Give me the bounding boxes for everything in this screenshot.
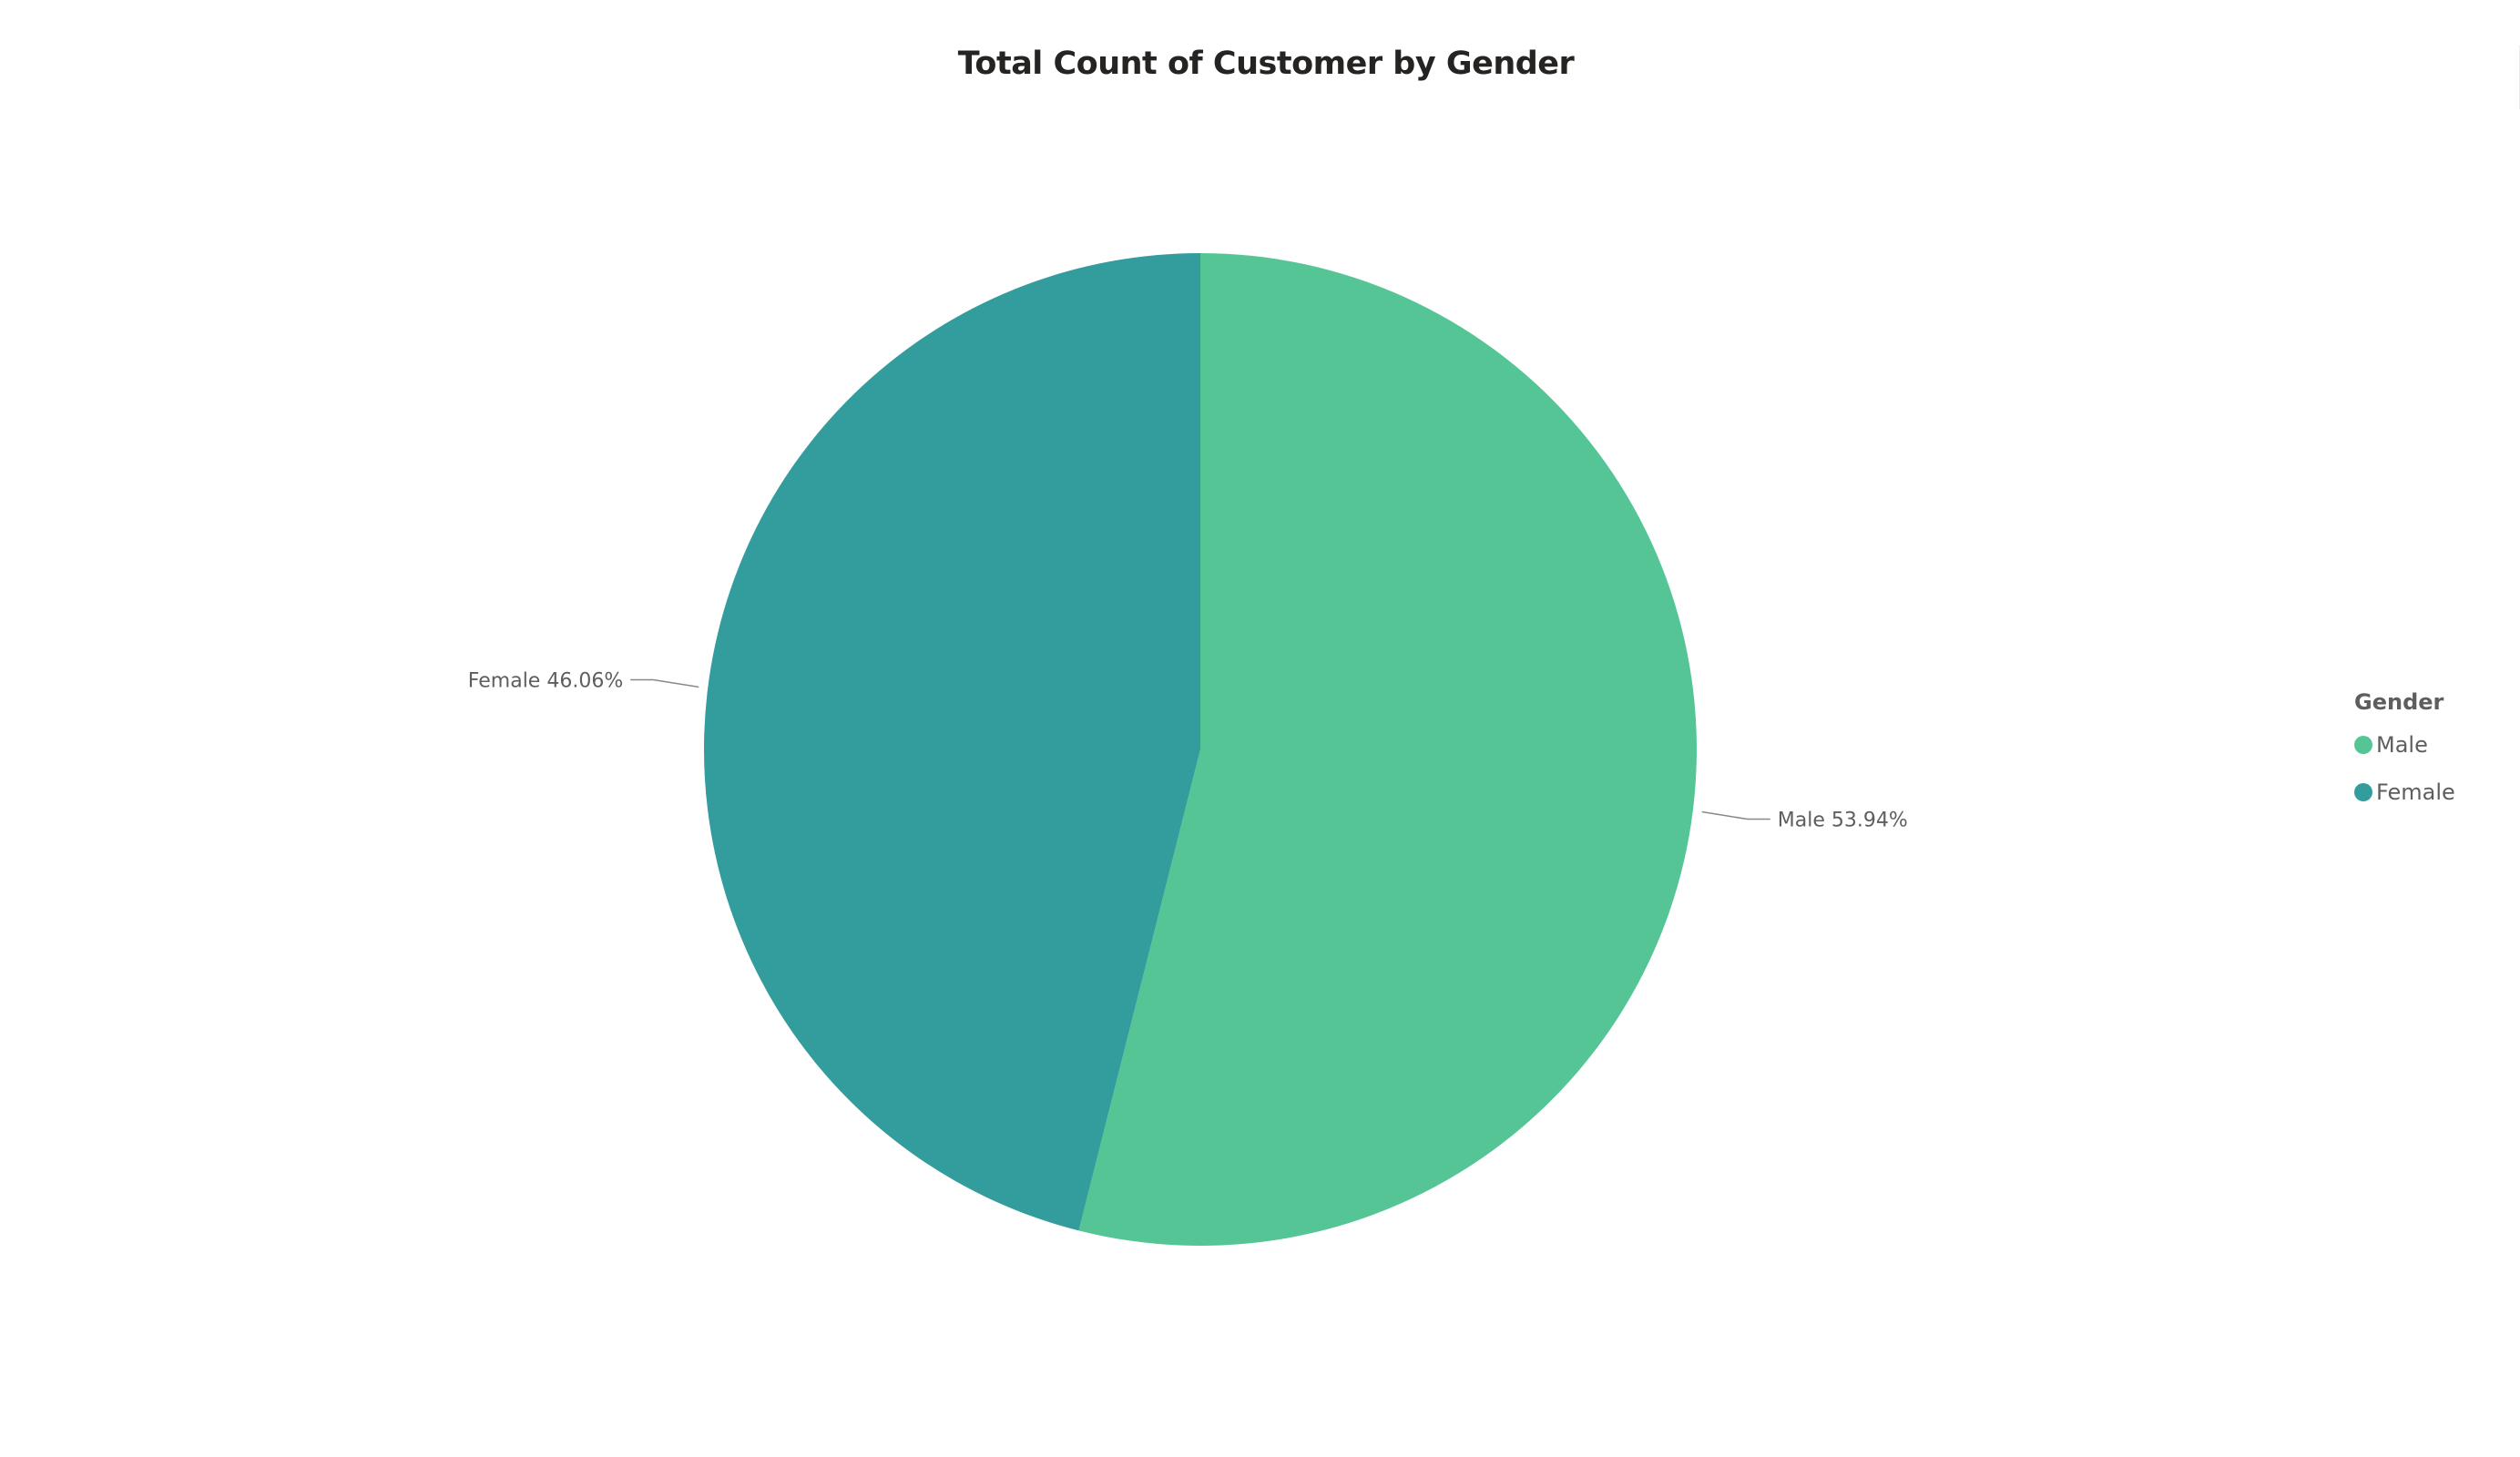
legend: Gender Male Female	[2354, 689, 2455, 822]
legend-item-female[interactable]: Female	[2354, 775, 2455, 810]
visual-border-mark	[2512, 46, 2520, 109]
leader-line-female	[630, 678, 699, 688]
data-label-female: Female 46.06%	[468, 669, 623, 692]
leader-line-male	[1701, 810, 1770, 820]
legend-swatch-female	[2354, 783, 2372, 801]
data-label-male: Male 53.94%	[1778, 810, 1908, 832]
legend-title: Gender	[2354, 689, 2444, 715]
pie-slice-male[interactable]	[1078, 253, 1698, 1246]
legend-item-male[interactable]: Male	[2354, 728, 2455, 762]
legend-label-male: Male	[2376, 732, 2428, 758]
legend-swatch-male	[2354, 736, 2372, 754]
chart-title: Total Count of Customer by Gender	[957, 46, 1575, 82]
legend-label-female: Female	[2376, 779, 2455, 805]
pie-slice-female[interactable]	[704, 253, 1200, 1231]
